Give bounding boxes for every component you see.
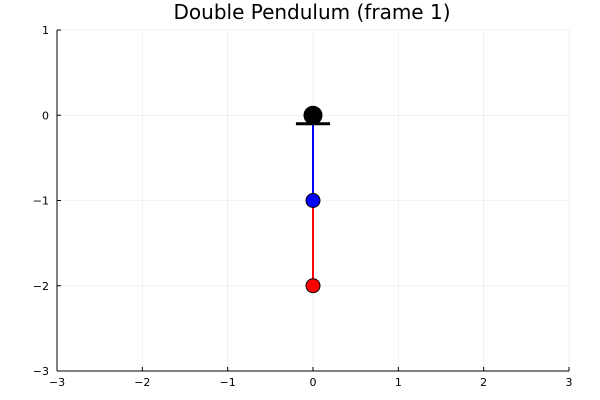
ticks: −3 −2 −1 0 1 2 3 −3 −2 −1 0 1 [33, 24, 573, 389]
y-tick-label-1: −2 [33, 280, 49, 293]
y-tick-label-3: 0 [42, 109, 49, 122]
x-tick-label-3: 0 [310, 376, 317, 389]
x-tick-label-6: 3 [566, 376, 573, 389]
x-tick-label-0: −3 [49, 376, 65, 389]
y-tick-label-4: 1 [42, 24, 49, 37]
x-tick-label-2: −1 [220, 376, 236, 389]
x-tick-label-5: 2 [480, 376, 487, 389]
pendulum-bob-2 [305, 278, 321, 294]
pendulum-marks [295, 105, 331, 294]
x-tick-label-4: 1 [395, 376, 402, 389]
y-tick-label-0: −3 [33, 365, 49, 378]
pendulum-bob-1 [305, 193, 321, 208]
x-tick-label-1: −2 [134, 376, 150, 389]
y-tick-label-2: −1 [33, 195, 49, 208]
chart-title: Double Pendulum (frame 1) [174, 0, 451, 24]
pivot-point [303, 105, 323, 125]
